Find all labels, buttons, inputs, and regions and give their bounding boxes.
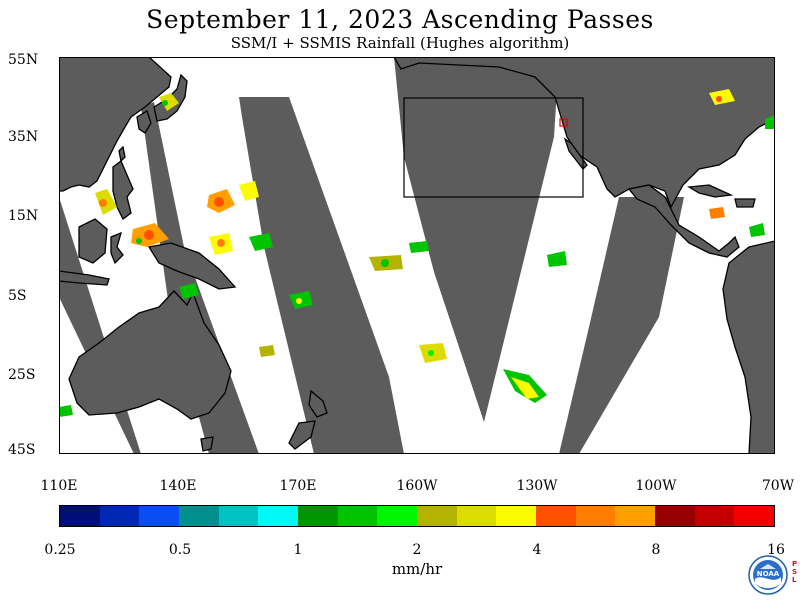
hispaniola-island: [734, 198, 756, 208]
lat-label-55n: 55N: [8, 52, 39, 68]
tasmania-island: [200, 436, 214, 452]
lon-label-110e: 110E: [40, 478, 78, 494]
borneo-island: [78, 218, 108, 264]
psl-letter: S: [792, 568, 798, 576]
cuba-island: [686, 184, 734, 198]
australia-landmass: [68, 290, 232, 420]
scale-label-0-5: 0.5: [168, 542, 192, 558]
no-data-gaps: [59, 57, 684, 454]
color-swatch-11: [496, 506, 537, 526]
color-swatch-15: [655, 506, 695, 526]
lat-label-15n: 15N: [8, 208, 39, 224]
noaa-logo: NOAA: [748, 555, 788, 595]
color-swatch-2: [139, 506, 180, 526]
lat-label-5s: 5S: [8, 288, 27, 304]
map-border: [59, 57, 775, 454]
new-zealand-south: [288, 420, 316, 450]
color-swatch-14: [615, 506, 656, 526]
color-swatch-9: [417, 506, 457, 526]
scale-label-8: 8: [651, 542, 661, 558]
color-swatch-12: [536, 506, 576, 526]
units-label: mm/hr: [391, 560, 443, 578]
svg-text:NOAA: NOAA: [757, 570, 780, 578]
new-zealand-north: [308, 389, 328, 418]
color-swatch-13: [575, 506, 616, 526]
baja-california: [563, 137, 588, 170]
lon-label-70w: 70W: [761, 478, 795, 494]
lon-label-100w: 100W: [635, 478, 677, 494]
map-title: September 11, 2023 Ascending Passes: [146, 5, 654, 34]
color-scale-bar: [59, 505, 775, 527]
korea-peninsula: [136, 110, 152, 134]
taiwan-island: [118, 145, 126, 163]
psl-letter: P: [792, 560, 798, 568]
central-america: [627, 184, 740, 258]
lon-label-160w: 160W: [396, 478, 438, 494]
psl-letter: L: [792, 576, 797, 584]
north-america-landmass: [393, 57, 775, 209]
map-subtitle: SSM/I + SSMIS Rainfall (Hughes algorithm…: [230, 34, 570, 52]
scale-label-4: 4: [532, 542, 542, 558]
color-swatch-8: [377, 506, 418, 526]
scale-label-0-25: 0.25: [44, 542, 76, 558]
lat-label-25s: 25S: [8, 367, 36, 383]
map-canvas: [59, 57, 775, 454]
rainfall-map: [59, 57, 775, 454]
sulawesi-island: [110, 231, 124, 265]
lon-label-170e: 170E: [279, 478, 317, 494]
color-swatch-5: [258, 506, 299, 526]
lon-label-130w: 130W: [516, 478, 558, 494]
color-swatch-7: [337, 506, 378, 526]
color-swatch-17: [734, 506, 775, 526]
south-america-landmass: [722, 240, 775, 454]
asia-landmass: [59, 57, 172, 192]
new-guinea-island: [147, 242, 237, 290]
station-marker: [559, 118, 568, 127]
color-swatch-3: [179, 506, 219, 526]
lon-label-140e: 140E: [159, 478, 197, 494]
color-swatch-0: [60, 506, 100, 526]
philippines-islands: [112, 159, 134, 220]
scale-label-2: 2: [412, 542, 422, 558]
scale-label-16: 16: [767, 542, 785, 558]
color-swatch-4: [218, 506, 259, 526]
color-swatch-10: [456, 506, 497, 526]
lat-label-35n: 35N: [8, 129, 39, 145]
region-box: [403, 97, 584, 198]
noaa-emblem-icon: NOAA: [748, 555, 788, 595]
java-islands: [59, 270, 110, 286]
rain-features: [59, 89, 775, 417]
color-swatch-16: [694, 506, 735, 526]
scale-label-1: 1: [293, 542, 303, 558]
color-swatch-1: [99, 506, 140, 526]
color-swatch-6: [298, 506, 338, 526]
lat-label-45s: 45S: [8, 442, 36, 458]
